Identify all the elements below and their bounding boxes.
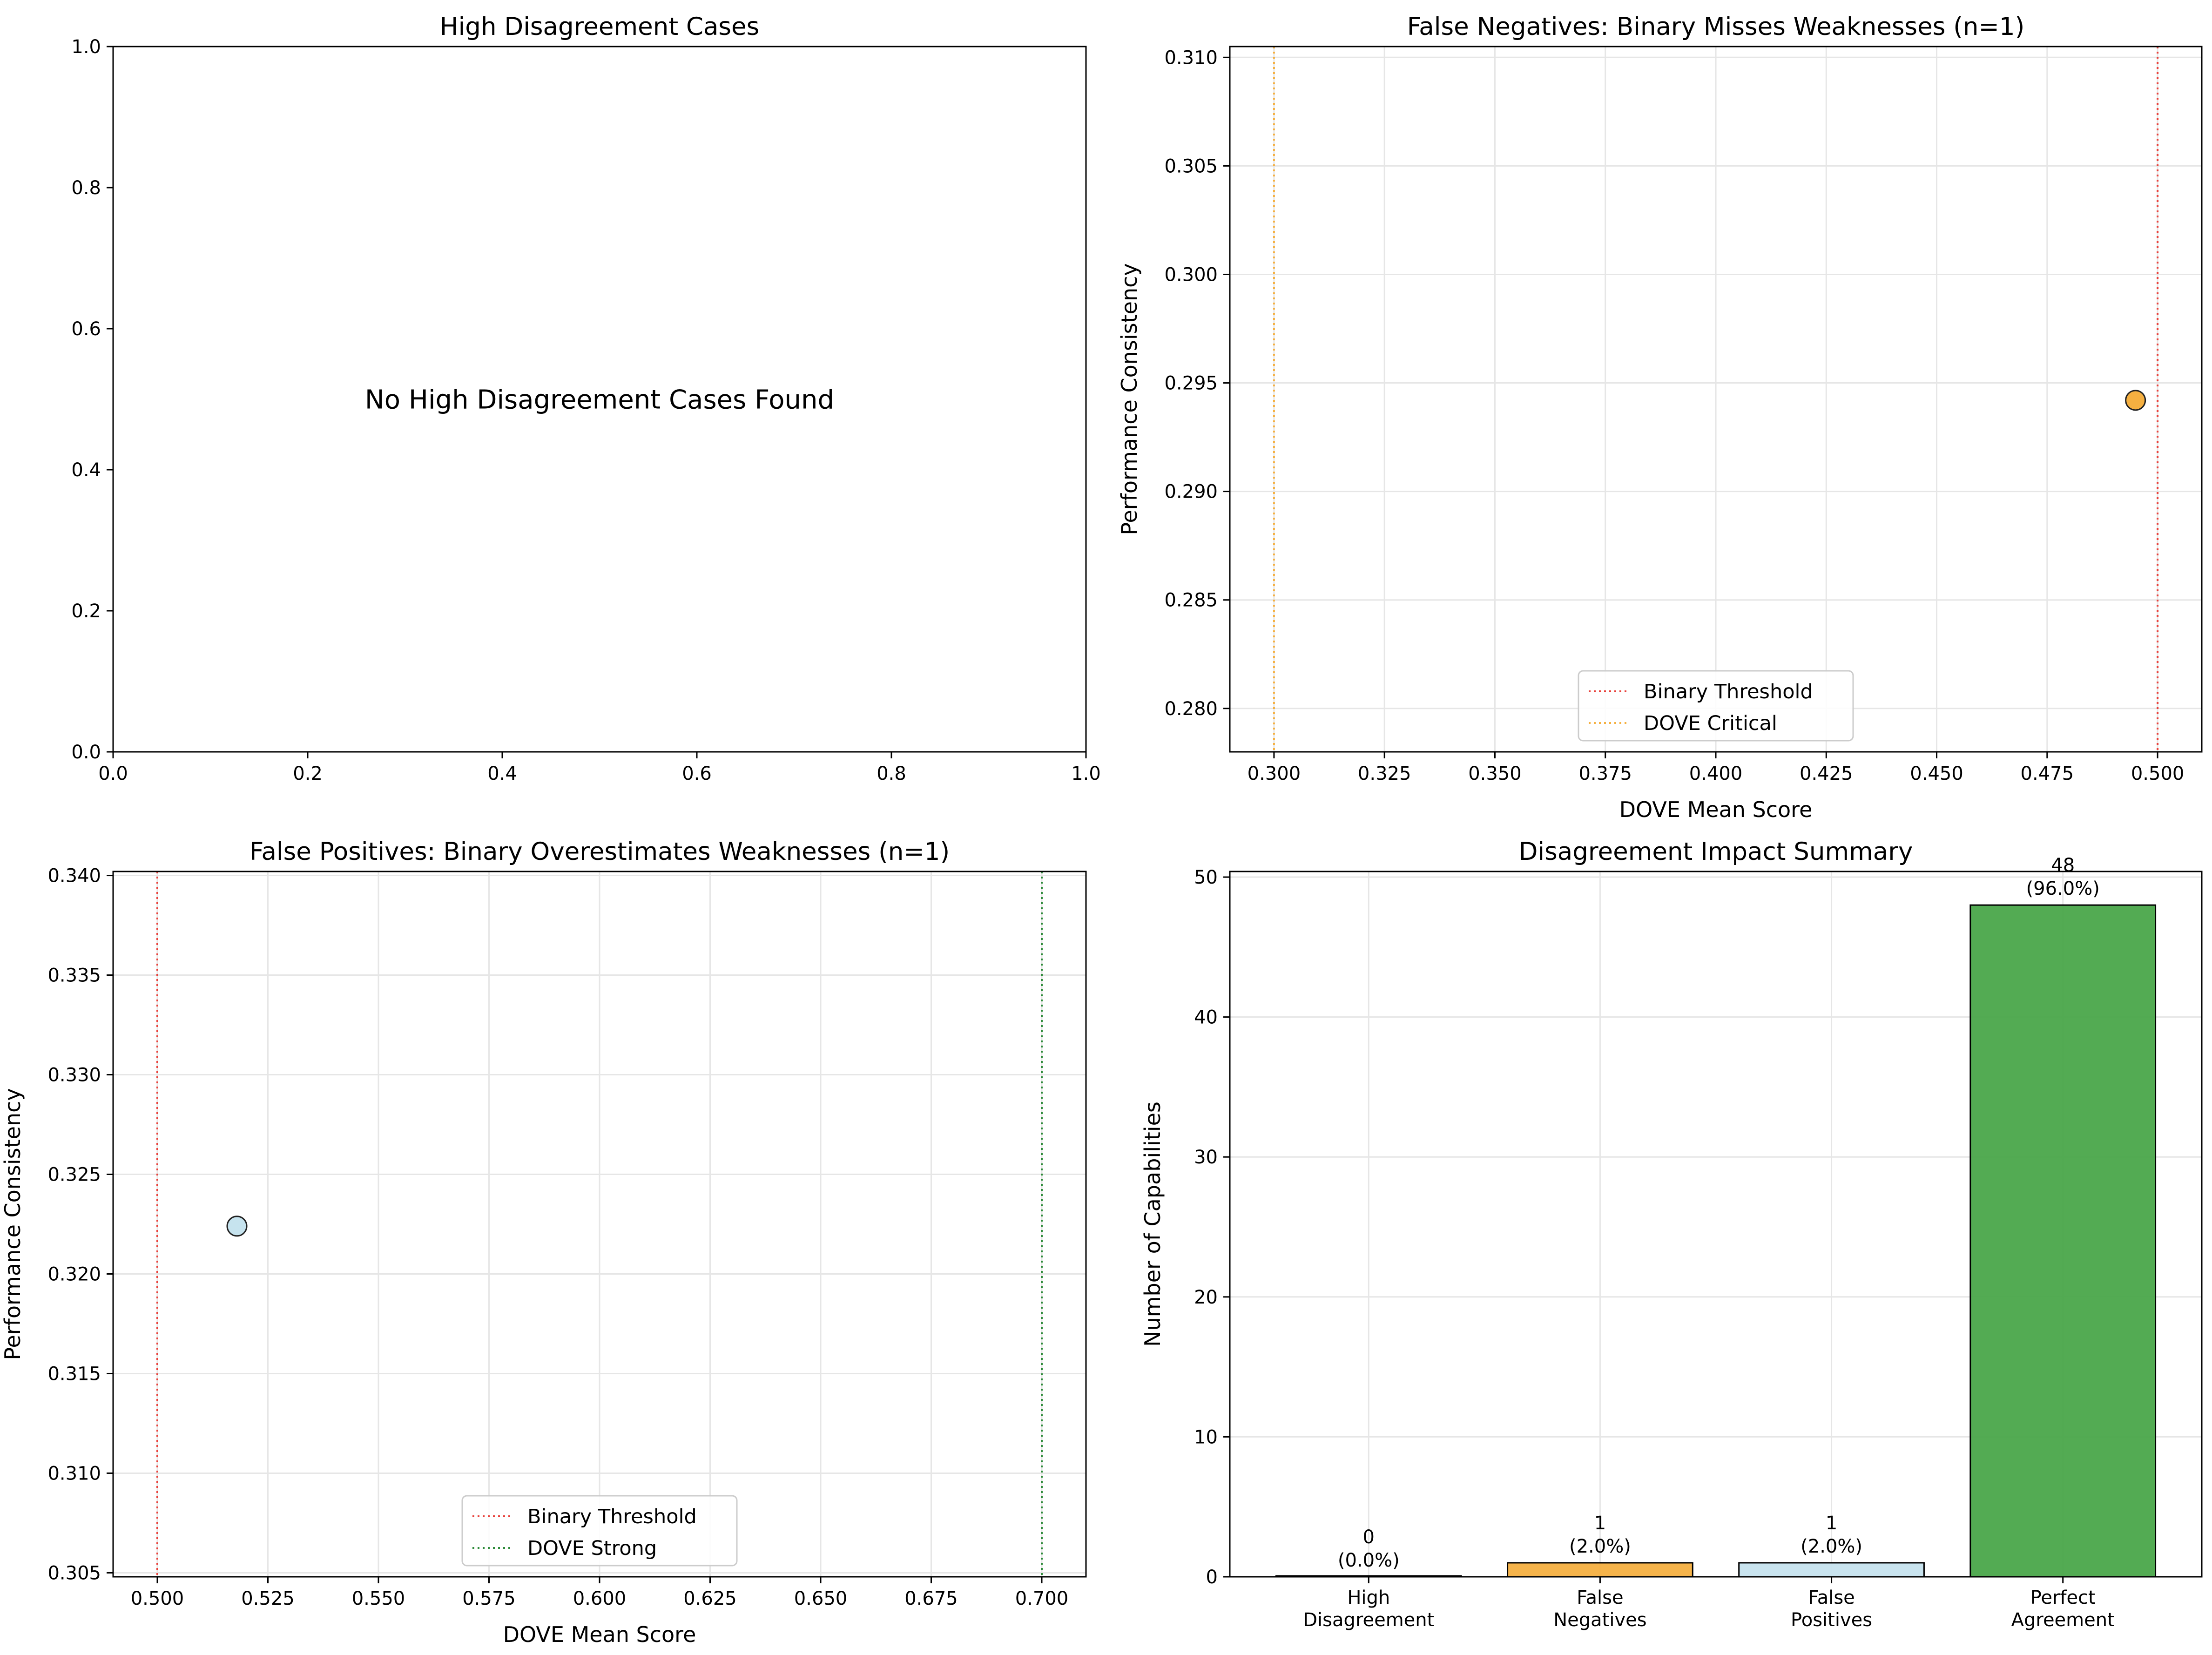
- y-tick-label: 0.8: [71, 177, 101, 199]
- x-tick-label: 0.400: [1689, 763, 1743, 784]
- chart-title: Disagreement Impact Summary: [1519, 838, 1913, 866]
- chart-panel-4: Disagreement Impact Summary0(0.0%)HighDi…: [1140, 838, 2203, 1631]
- y-axis-label: Number of Capabilities: [1140, 1101, 1165, 1347]
- legend: Binary Threshold DOVE Strong: [461, 1495, 738, 1567]
- y-tick-label: 0.315: [47, 1363, 101, 1385]
- chart-panel-2: False Negatives: Binary Misses Weaknesse…: [1117, 13, 2203, 822]
- x-tick-label: 0.525: [241, 1588, 295, 1609]
- x-tick-label: 0.700: [1015, 1588, 1069, 1609]
- x-tick-label: False: [1808, 1587, 1855, 1608]
- x-tick-label: 0.500: [2131, 763, 2185, 784]
- x-tick-label: 0.550: [352, 1588, 405, 1609]
- chart-panel-1: High Disagreement Cases 0.0 0.2 0.4 0.6 0.8 1.…: [71, 13, 1100, 784]
- x-tick-label: False: [1577, 1587, 1623, 1608]
- x-tick-label: 1.0: [1071, 763, 1101, 784]
- x-tick-label: 0.6: [682, 763, 712, 784]
- chart-panel-3: False Positives: Binary Overestimates We…: [0, 838, 1087, 1647]
- bar-percent-label: (0.0%): [1338, 1550, 1400, 1571]
- x-tick-label: 0.4: [487, 763, 517, 784]
- y-tick-label: 0: [1206, 1567, 1218, 1588]
- plot-frame: [1229, 871, 2203, 1578]
- x-tick-label: High: [1347, 1587, 1390, 1608]
- x-tick-label: 0.500: [131, 1588, 184, 1609]
- y-tick-label: 0.330: [47, 1065, 101, 1086]
- x-tick-label: 0.425: [1800, 763, 1853, 784]
- y-tick-label: 0.0: [71, 742, 101, 763]
- x-tick-label: 0.325: [1358, 763, 1411, 784]
- x-tick-label: 0.0: [98, 763, 128, 784]
- bar-percent-label: (2.0%): [1801, 1536, 1862, 1557]
- y-tick-label: 0.335: [47, 965, 101, 986]
- y-tick-label: 0.290: [1164, 481, 1218, 503]
- legend-entry: DOVE Critical: [1644, 712, 1777, 735]
- data-point: [2125, 390, 2146, 411]
- y-tick-label: 0.295: [1164, 373, 1218, 394]
- x-tick-label: 0.8: [877, 763, 906, 784]
- x-tick-label: 0.375: [1578, 763, 1632, 784]
- bar-4: [1969, 904, 2157, 1578]
- x-tick-label: 0.575: [462, 1588, 516, 1609]
- x-tick-label: 0.2: [293, 763, 323, 784]
- bar-3: [1738, 1562, 1925, 1578]
- chart-title: False Positives: Binary Overestimates We…: [250, 838, 950, 866]
- bar-2: [1507, 1562, 1693, 1578]
- bar-percent-label: (96.0%): [2026, 878, 2100, 899]
- x-tick-label: Perfect: [2030, 1587, 2096, 1608]
- y-tick-label: 0.325: [47, 1164, 101, 1186]
- y-tick-label: 0.2: [71, 601, 101, 622]
- plot-frame: [1229, 46, 2203, 753]
- bar-value-label: 1: [1594, 1513, 1606, 1534]
- bar-percent-label: (2.0%): [1569, 1536, 1631, 1557]
- y-tick-label: 0.300: [1164, 264, 1218, 285]
- y-tick-label: 50: [1194, 867, 1218, 888]
- bar-value-label: 0: [1363, 1527, 1375, 1548]
- y-tick-label: 10: [1194, 1426, 1218, 1448]
- chart-title: High Disagreement Cases: [440, 13, 760, 41]
- y-tick-label: 0.4: [71, 459, 101, 481]
- x-tick-label: 0.300: [1248, 763, 1301, 784]
- bar-value-label: 1: [1826, 1513, 1837, 1534]
- legend-entry: Binary Threshold: [1644, 680, 1813, 703]
- x-tick-label: 0.625: [683, 1588, 737, 1609]
- y-tick-label: 0.320: [47, 1263, 101, 1285]
- y-tick-label: 0.6: [71, 318, 101, 340]
- x-tick-label: 0.350: [1468, 763, 1522, 784]
- x-tick-label: Agreement: [2011, 1609, 2115, 1631]
- legend: Binary Threshold DOVE Critical: [1578, 670, 1854, 742]
- y-tick-label: 0.305: [47, 1562, 101, 1584]
- legend-entry: DOVE Strong: [527, 1537, 657, 1560]
- plot-frame: [112, 46, 1087, 753]
- x-axis-label: DOVE Mean Score: [503, 1622, 696, 1647]
- y-axis-label: Performance Consistency: [0, 1088, 25, 1360]
- legend-box: [1578, 670, 1854, 742]
- x-tick-label: 0.600: [573, 1588, 627, 1609]
- y-tick-label: 30: [1194, 1147, 1218, 1168]
- y-tick-label: 0.310: [1164, 47, 1218, 68]
- y-tick-label: 20: [1194, 1287, 1218, 1308]
- x-tick-label: 0.450: [1910, 763, 1963, 784]
- y-tick-label: 0.305: [1164, 155, 1218, 177]
- y-tick-label: 1.0: [71, 36, 101, 58]
- legend-box: [461, 1495, 738, 1567]
- y-tick-label: 0.280: [1164, 698, 1218, 720]
- x-tick-label: Positives: [1791, 1609, 1872, 1631]
- x-tick-label: 0.475: [2021, 763, 2074, 784]
- chart-title: False Negatives: Binary Misses Weaknesse…: [1407, 13, 2025, 41]
- x-tick-label: Disagreement: [1303, 1609, 1434, 1631]
- y-tick-label: 0.310: [47, 1463, 101, 1484]
- empty-message: No High Disagreement Cases Found: [365, 385, 834, 415]
- legend-entry: Binary Threshold: [527, 1505, 697, 1528]
- x-tick-label: 0.650: [794, 1588, 848, 1609]
- y-tick-label: 0.285: [1164, 590, 1218, 611]
- x-tick-label: 0.675: [904, 1588, 958, 1609]
- x-tick-label: Negatives: [1553, 1609, 1646, 1631]
- plot-frame: [112, 871, 1087, 1578]
- y-axis-label: Performance Consistency: [1117, 263, 1142, 535]
- data-point: [226, 1216, 248, 1237]
- x-axis-label: DOVE Mean Score: [1619, 797, 1813, 822]
- bar-value-label: 48: [2051, 855, 2075, 876]
- y-tick-label: 40: [1194, 1007, 1218, 1028]
- y-tick-label: 0.340: [47, 865, 101, 887]
